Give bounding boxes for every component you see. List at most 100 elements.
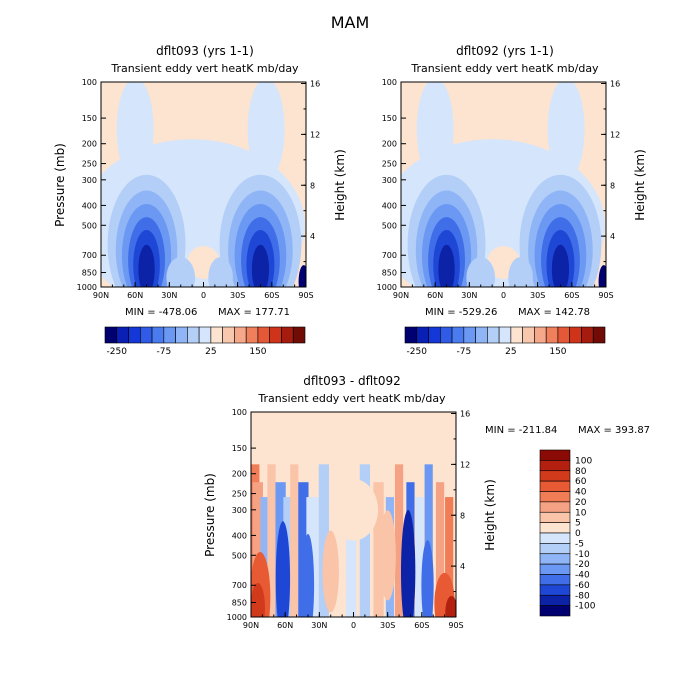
colorbar-label: -75 bbox=[156, 347, 171, 357]
colorbar-swatch bbox=[187, 326, 200, 344]
y-tick-label: 850 bbox=[382, 269, 397, 278]
panel-1-ylabel: Pressure (mb) bbox=[53, 143, 67, 227]
field-streak bbox=[298, 482, 309, 617]
field-contour bbox=[298, 265, 306, 287]
y-right-tick-label: 4 bbox=[460, 562, 465, 571]
panel-1-plot bbox=[101, 82, 306, 287]
field-contour bbox=[166, 257, 196, 287]
field-streak bbox=[445, 497, 454, 617]
field-streak bbox=[359, 464, 371, 617]
colorbar-swatch bbox=[210, 326, 223, 344]
panel-1: dflt093 (yrs 1-1) Transient eddy vert he… bbox=[53, 44, 347, 357]
panel-3-ylabel: Pressure (mb) bbox=[203, 473, 217, 557]
colorbar-swatch bbox=[539, 460, 571, 472]
panel-3-plot bbox=[251, 412, 456, 617]
field-contour bbox=[328, 479, 379, 541]
x-tick-label: 90N bbox=[243, 621, 259, 630]
panel-3-subtitle: Transient eddy vert heatK mb/day bbox=[257, 392, 446, 405]
field-contour bbox=[322, 530, 339, 613]
colorbar-label: -250 bbox=[107, 347, 128, 357]
colorbar-swatch bbox=[151, 326, 165, 344]
colorbar-swatch bbox=[281, 326, 294, 344]
colorbar-swatch bbox=[116, 326, 129, 344]
colorbar-label: -20 bbox=[575, 560, 590, 570]
y-tick-label: 200 bbox=[382, 140, 397, 149]
field-streak bbox=[394, 464, 404, 617]
y-tick-label: 250 bbox=[382, 160, 397, 169]
panel-3-field bbox=[251, 412, 456, 617]
x-tick-label: 60S bbox=[414, 621, 429, 630]
x-tick-label: 30S bbox=[230, 291, 245, 300]
colorbar-label: -40 bbox=[575, 571, 590, 581]
x-tick-label: 90N bbox=[93, 291, 109, 300]
panel-2-axes: 90N 60N 30N 0 30S 60S 90S 100 150 200 250 300 400 500… bbox=[377, 78, 621, 300]
colorbar-swatch bbox=[175, 326, 188, 344]
y-tick-label: 1000 bbox=[227, 613, 247, 622]
y-tick-label: 700 bbox=[232, 581, 247, 590]
field-contour bbox=[247, 82, 285, 181]
colorbar-swatch bbox=[539, 574, 571, 586]
y-tick-label: 300 bbox=[232, 506, 247, 515]
x-tick-label: 90S bbox=[448, 621, 463, 630]
colorbar-label: 150 bbox=[249, 347, 266, 357]
panel-2: dflt092 (yrs 1-1) Transient eddy vert he… bbox=[377, 44, 647, 357]
colorbar-swatch bbox=[163, 326, 176, 344]
field-streak bbox=[373, 482, 384, 617]
field-contour bbox=[598, 265, 606, 287]
x-tick-label: 90S bbox=[598, 291, 613, 300]
colorbar-swatch bbox=[539, 491, 571, 503]
y-right-tick-label: 12 bbox=[610, 130, 620, 139]
field-contour bbox=[400, 510, 416, 617]
colorbar-swatch bbox=[128, 326, 141, 344]
y-tick-label: 850 bbox=[232, 599, 247, 608]
colorbar-swatch bbox=[592, 326, 606, 344]
y-right-tick-label: 8 bbox=[610, 181, 615, 190]
colorbar-swatch bbox=[292, 326, 306, 344]
field-contour bbox=[421, 540, 434, 617]
colorbar-label: -80 bbox=[575, 591, 590, 601]
x-tick-label: 60N bbox=[427, 291, 443, 300]
colorbar-swatch bbox=[510, 326, 523, 344]
colorbar-swatch bbox=[539, 563, 571, 575]
y-tick-label: 700 bbox=[82, 251, 97, 260]
panel-2-max-label: MAX = 142.78 bbox=[518, 307, 590, 318]
colorbar-label: 25 bbox=[505, 347, 516, 357]
y-tick-label: 250 bbox=[82, 160, 97, 169]
y-tick-label: 300 bbox=[382, 176, 397, 185]
y-right-tick-label: 8 bbox=[460, 511, 465, 520]
y-tick-label: 400 bbox=[232, 531, 247, 540]
colorbar-swatch bbox=[539, 553, 571, 565]
colorbar-swatch bbox=[463, 326, 476, 344]
colorbar-swatch bbox=[539, 470, 571, 482]
y-right-tick-label: 16 bbox=[460, 410, 470, 419]
colorbar-label: 10 bbox=[575, 508, 587, 518]
colorbar-label: -10 bbox=[575, 550, 590, 560]
colorbar-swatch bbox=[539, 605, 571, 617]
panel-3: dflt093 - dflt092 Transient eddy vert he… bbox=[203, 374, 650, 630]
colorbar-label: 60 bbox=[575, 477, 587, 487]
y-tick-label: 150 bbox=[382, 114, 397, 123]
colorbar-swatch bbox=[451, 326, 465, 344]
panel-1-subtitle: Transient eddy vert heatK mb/day bbox=[110, 62, 299, 75]
panel-2-subtitle: Transient eddy vert heatK mb/day bbox=[410, 62, 599, 75]
panel-2-plot bbox=[401, 82, 606, 287]
colorbar-swatch bbox=[416, 326, 429, 344]
x-tick-label: 0 bbox=[501, 291, 506, 300]
field-streak bbox=[290, 464, 299, 617]
field-contour bbox=[547, 82, 585, 181]
colorbar-label: 5 bbox=[575, 519, 581, 529]
x-tick-label: 30S bbox=[380, 621, 395, 630]
panel-2-colorbar: -250 -75 25 150 bbox=[404, 326, 606, 357]
colorbar-swatch bbox=[139, 326, 153, 344]
colorbar-label: 0 bbox=[575, 529, 581, 539]
colorbar-swatch bbox=[557, 326, 571, 344]
colorbar-label: 20 bbox=[575, 498, 587, 508]
field-contour bbox=[116, 82, 154, 181]
y-right-tick-label: 16 bbox=[610, 80, 620, 89]
panel-1-axes: 90N 60N 30N 0 30S 60S 90S 100 150 200 250 300 400 500… bbox=[77, 78, 321, 300]
y-tick-label: 500 bbox=[82, 221, 97, 230]
y-tick-label: 500 bbox=[232, 551, 247, 560]
colorbar-swatch bbox=[539, 522, 571, 534]
colorbar-swatch bbox=[198, 326, 212, 344]
